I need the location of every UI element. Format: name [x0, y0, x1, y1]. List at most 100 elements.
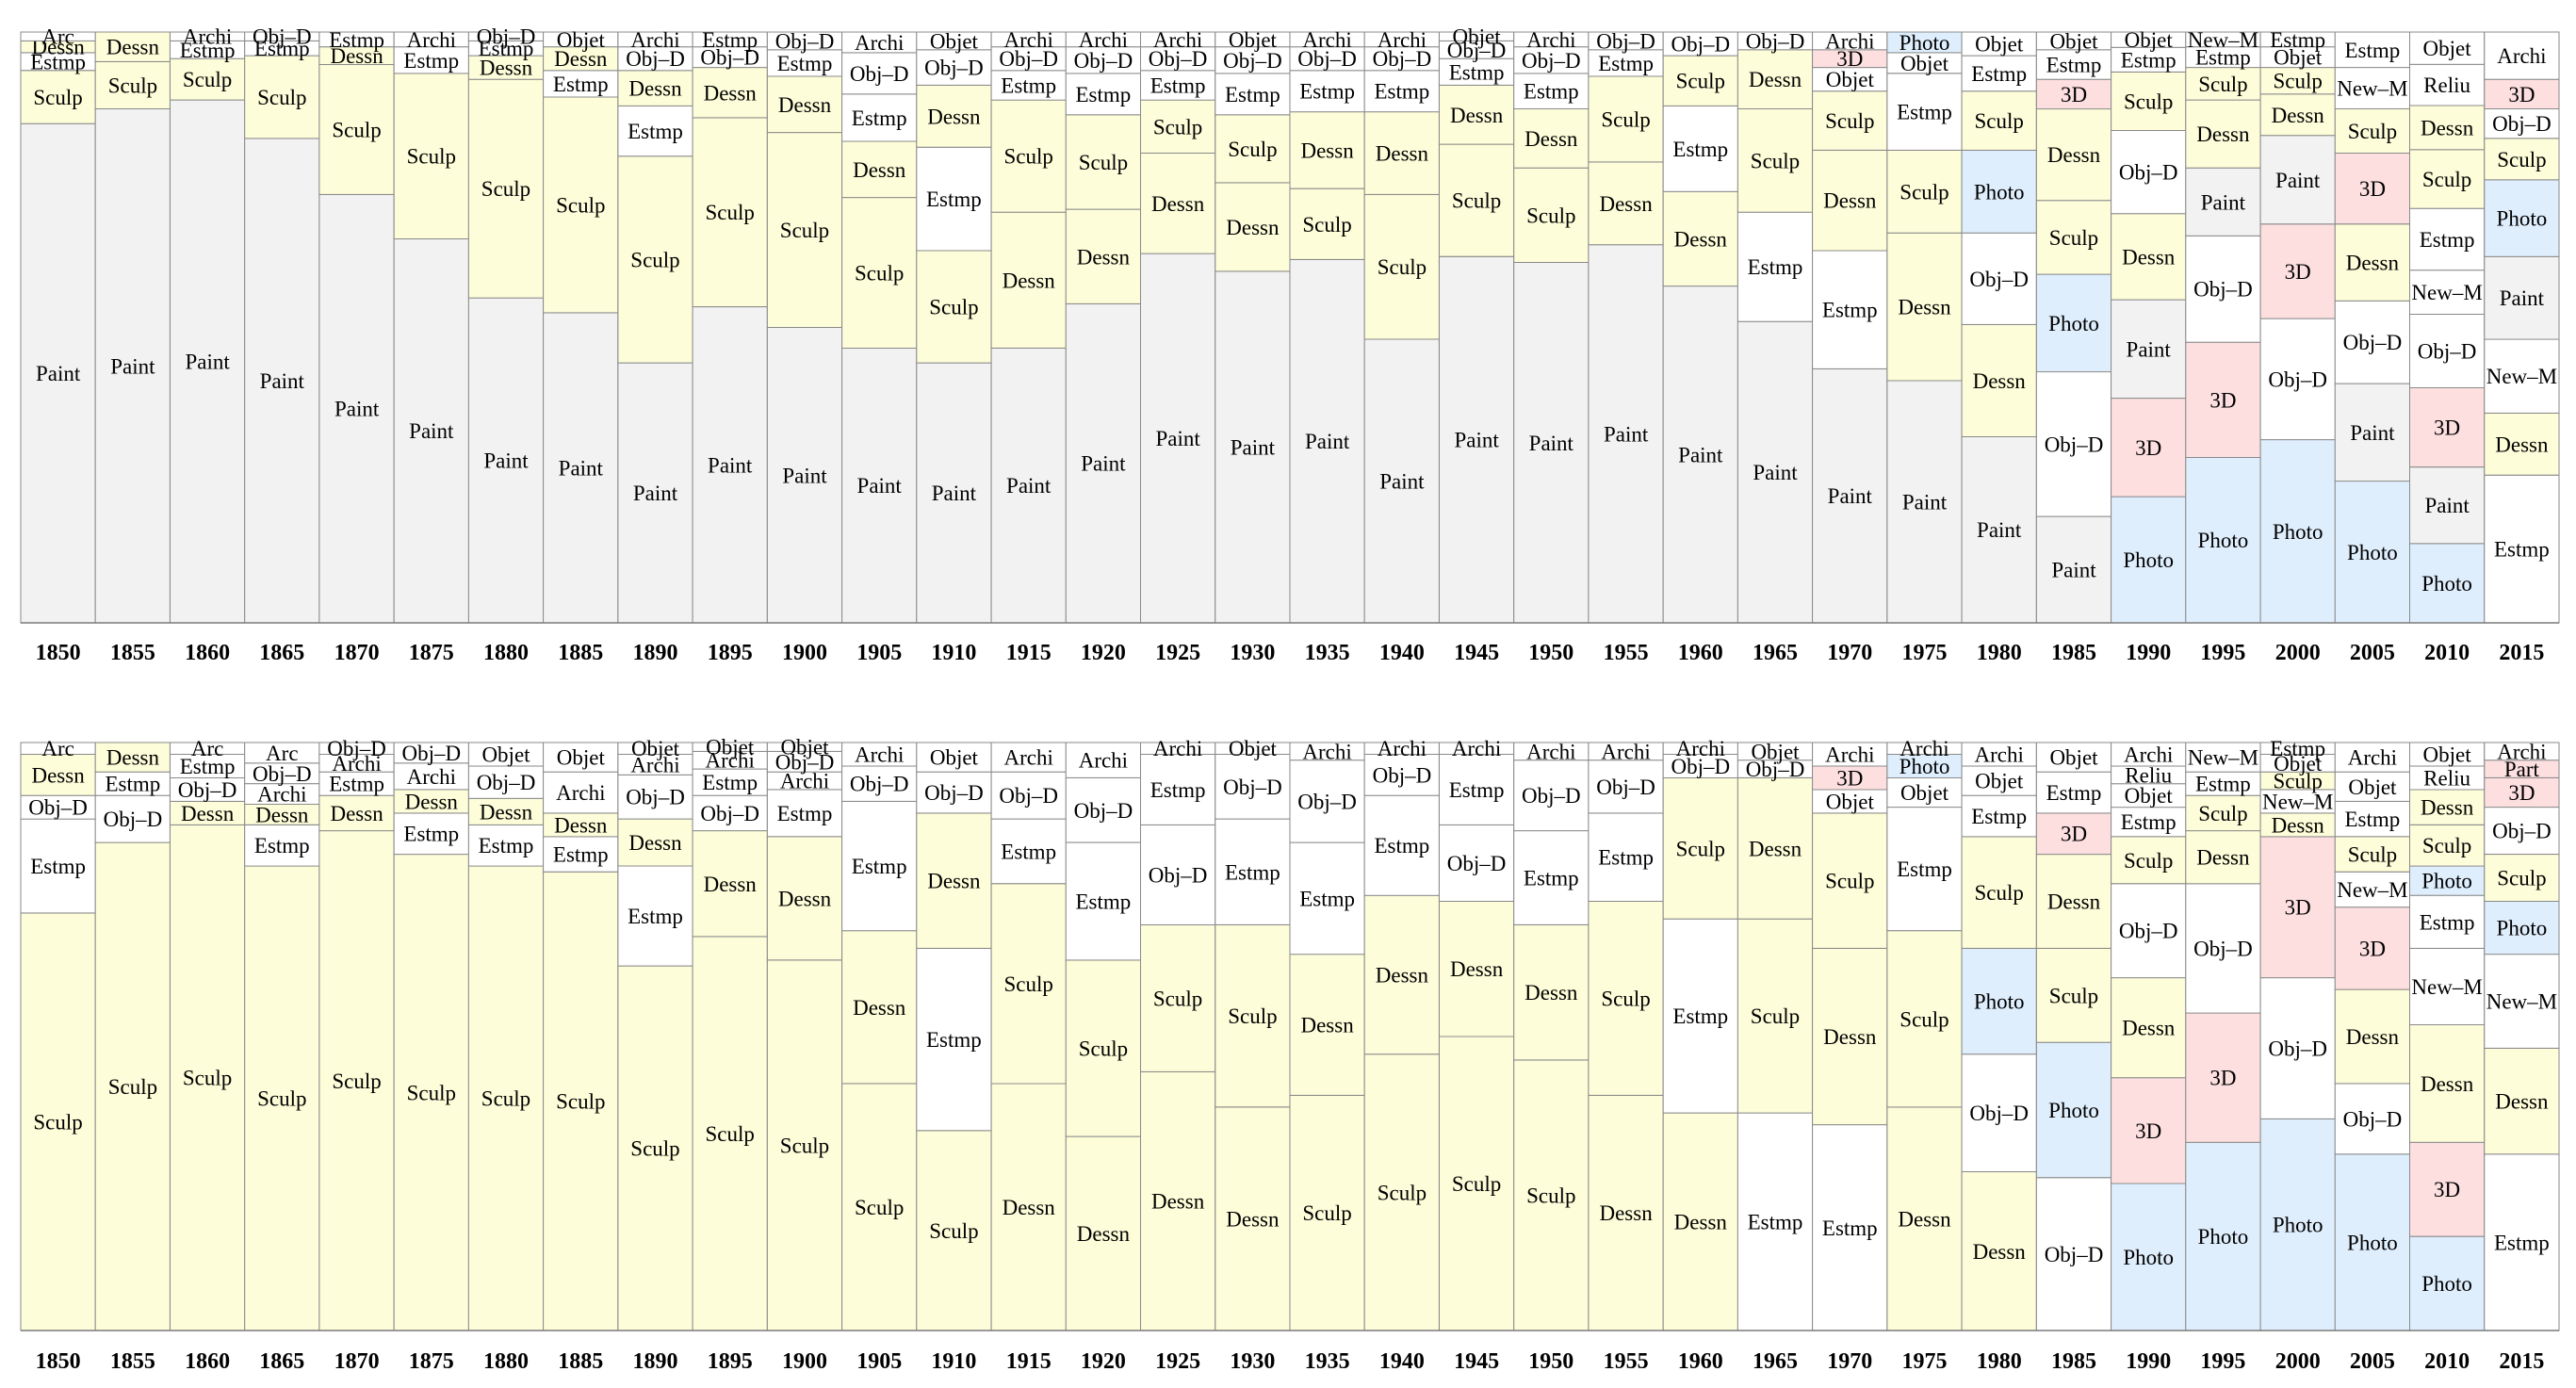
bar-segment-dessn: [841, 930, 918, 1085]
data-label: Photo: [2273, 1214, 2323, 1237]
bar-segment-photo: [1961, 149, 2037, 234]
data-label: Sculp: [780, 1134, 829, 1157]
data-label: Photo: [2198, 529, 2249, 552]
data-label: Archi: [1526, 740, 1575, 763]
bar-segment-dessn: [1513, 108, 1590, 169]
bar-segment-estmp: [2409, 207, 2486, 271]
x-tick-label: 1945: [1454, 641, 1499, 665]
bar-segment-3d: [1812, 765, 1888, 791]
bar-segment-obj-d: [1363, 754, 1440, 796]
bar-segment-sculp: [2185, 794, 2261, 832]
bar-stack-1925: Dessn Sculp Obj–D Estmp Archi: [1140, 737, 1216, 1331]
chart-panel-1: PaintSculpEstmpDessnArc1850PaintSculpDes…: [20, 25, 2560, 665]
bar-segment-sculp: [1588, 901, 1664, 1096]
bar-segment-archi: [1065, 742, 1142, 778]
data-label: Dessn: [2122, 1017, 2176, 1040]
bar-segment-sculp: [916, 1130, 992, 1331]
data-label: Sculp: [1825, 109, 1874, 133]
data-label: Estmp: [1449, 60, 1505, 84]
data-label: Archi: [630, 753, 679, 776]
data-label: Obj–D: [401, 742, 461, 765]
data-label: Obj–D: [2268, 367, 2327, 391]
data-label: Paint: [185, 351, 230, 374]
data-label: Dessn: [2272, 104, 2325, 127]
data-label: Sculp: [332, 119, 381, 142]
data-label: Objet: [1229, 737, 1278, 760]
bar-segment-sculp: [766, 959, 843, 1331]
bar-segment-dessn: [1662, 1112, 1738, 1331]
data-label: Objet: [1826, 68, 1875, 91]
bar-stack-1880: Sculp Estmp Dessn Obj–D Objet: [467, 742, 545, 1331]
bar-stack-1885: Sculp Estmp Dessn Archi Objet: [543, 742, 619, 1331]
bar-segment-archi: [841, 742, 918, 767]
data-label: Obj–D: [1373, 763, 1432, 787]
x-tick-label: 2005: [2350, 1349, 2395, 1374]
data-label: Sculp: [1302, 213, 1351, 237]
bar-segment-objet: [2111, 783, 2187, 808]
bar-stack-1915: Dessn Sculp Estmp Obj–D Archi: [990, 742, 1067, 1331]
x-tick-label: 1885: [558, 1349, 603, 1374]
data-label: Obj–D: [2193, 937, 2253, 960]
data-label: Estmp: [553, 73, 609, 96]
bar-segment-photo: [2409, 865, 2486, 896]
data-label: Dessn: [2122, 245, 2176, 269]
bar-segment-paint: [467, 297, 545, 624]
bar-stack-2005: Photo Paint Obj–D Dessn 3D Sculp New–M Estmp: [2334, 31, 2411, 624]
bar-segment-estmp: [1588, 49, 1664, 77]
data-label: Obj–D: [2492, 112, 2552, 136]
bar-segment-reliu: [2409, 765, 2486, 791]
x-tick-label: 1860: [185, 641, 230, 665]
data-label: Estmp: [2494, 538, 2550, 562]
x-tick-label: 1870: [334, 641, 380, 665]
bar-segment-dessn: [617, 818, 693, 867]
bar-segment-obj-d: [617, 46, 693, 72]
bar-segment-obj-d: [1588, 759, 1664, 814]
data-label: Archi: [257, 783, 306, 807]
bar-segment-sculp: [1215, 114, 1291, 184]
bar-segment-sculp: [1588, 75, 1664, 163]
bar-segment-dessn: [990, 211, 1067, 349]
x-tick-label: 2000: [2275, 1349, 2321, 1374]
data-label: Dessn: [2196, 846, 2250, 870]
data-label: Archi: [2497, 44, 2546, 68]
data-label: Dessn: [1674, 228, 1728, 252]
data-label: Photo: [2421, 1272, 2472, 1296]
bar-segment-sculp: [170, 824, 246, 1331]
data-label: Obj–D: [104, 808, 163, 831]
data-label: 3D: [1836, 47, 1863, 71]
bar-segment-dessn: [1961, 323, 2037, 437]
data-label: Dessn: [1674, 1211, 1728, 1234]
data-label: Estmp: [1001, 840, 1056, 863]
bar-segment-dessn: [1736, 49, 1814, 109]
data-label: Obj–D: [924, 781, 984, 805]
data-label: Dessn: [554, 47, 608, 71]
bar-segment-paint: [2111, 299, 2187, 400]
data-label: Dessn: [330, 44, 383, 68]
bar-segment-dessn: [2111, 977, 2187, 1079]
x-tick-label: 1855: [110, 641, 155, 665]
data-label: Paint: [2275, 169, 2321, 192]
data-label: Objet: [2423, 37, 2472, 60]
bar-segment-dessn: [1588, 161, 1664, 246]
bar-segment-obj-d: [916, 771, 992, 814]
data-label: Sculp: [2124, 90, 2173, 114]
data-label: Estmp: [1449, 778, 1505, 802]
bar-segment-estmp: [467, 824, 545, 867]
bar-stack-1980: Paint Dessn Obj–D Photo Sculp Estmp Objet: [1961, 31, 2037, 624]
data-label: Objet: [481, 743, 530, 767]
bar-segment-dessn: [1289, 111, 1365, 189]
bar-segment-sculp: [20, 912, 96, 1331]
data-label: Sculp: [2198, 802, 2247, 825]
bar-segment-obj-d: [1439, 824, 1515, 903]
data-label: Dessn: [1151, 192, 1205, 216]
bar-segment-dessn: [318, 794, 395, 832]
bar-segment-sculp: [1363, 1053, 1440, 1331]
data-label: Sculp: [1228, 1004, 1277, 1028]
data-label: Dessn: [2421, 796, 2474, 820]
